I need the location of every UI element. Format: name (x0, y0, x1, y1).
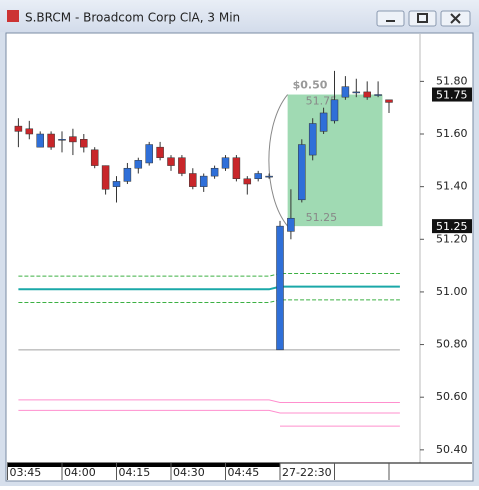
candle-body (210, 167, 219, 177)
chart-area (5, 32, 474, 482)
candle-body (341, 86, 350, 98)
candle-body (156, 146, 164, 158)
measure-arc (268, 94, 289, 227)
candle-body (90, 149, 99, 166)
candle-body (363, 91, 371, 98)
icon (450, 13, 461, 24)
icon (417, 13, 428, 23)
measure-high-label: 51.75 (306, 95, 338, 108)
candle-body (352, 91, 361, 94)
candle-body (319, 112, 328, 132)
candle-body (112, 181, 121, 187)
candle-body (145, 144, 153, 164)
candle-body (265, 175, 273, 178)
x-tick-label: 03:45 (10, 466, 42, 479)
measure-label: $0.50 (293, 79, 328, 92)
candle-body (276, 225, 284, 351)
x-tick-label: 04:15 (119, 466, 151, 479)
candle-body (189, 173, 197, 187)
candle-body (14, 125, 23, 132)
candle-body (25, 128, 34, 135)
y-tick-label: 50.40 (436, 443, 468, 456)
candle-body (374, 94, 382, 96)
candle-body (385, 99, 393, 103)
window-title: S.BRCM - Broadcom Corp ClA, 3 Min (25, 11, 240, 25)
x-tick-label: 04:00 (64, 466, 96, 479)
candle-body (232, 157, 241, 180)
candle-body (308, 123, 317, 156)
minimize-button[interactable] (376, 10, 405, 27)
y-tick-label: 51.00 (436, 285, 468, 298)
y-tick-label: 51.80 (436, 74, 468, 87)
x-tick-label: 27-22:30 (282, 466, 332, 479)
x-tick-label: 04:30 (173, 466, 205, 479)
candle-body (36, 133, 44, 148)
indicator-line (18, 399, 400, 403)
candle-body (69, 136, 77, 143)
x-tick-label: 04:45 (228, 466, 260, 479)
y-tick-label: 51.40 (436, 180, 468, 193)
candle-body (287, 217, 295, 232)
candle-body (330, 99, 339, 122)
candle-body (221, 157, 230, 169)
measure-low-label: 51.25 (306, 211, 338, 224)
y-tick-label: 50.60 (436, 390, 468, 403)
price-tag-label: 51.25 (436, 220, 468, 233)
app-icon (7, 10, 19, 22)
price-tag (432, 219, 472, 234)
candle-body (123, 167, 132, 182)
price-tag-label: 51.75 (436, 89, 468, 102)
candle-body (47, 133, 55, 148)
price-tag (432, 87, 472, 102)
indicator-line (18, 273, 400, 277)
candle-body (167, 157, 175, 166)
candle-body (58, 139, 66, 141)
candle-body (199, 175, 208, 187)
candle-body (134, 160, 143, 169)
indicator-line (18, 409, 400, 414)
indicator-line (18, 299, 400, 303)
candle-body (298, 144, 306, 201)
candle-body (254, 173, 262, 180)
y-tick-label: 51.20 (436, 232, 468, 245)
maximize-button[interactable] (408, 10, 437, 27)
y-tick-label: 50.80 (436, 338, 468, 351)
indicator-line (18, 285, 400, 291)
candle-body (243, 178, 252, 185)
candle-body (101, 165, 110, 190)
window-buttons[interactable] (376, 10, 471, 27)
y-tick-label: 51.60 (436, 127, 468, 140)
session-bar (7, 463, 280, 467)
candle-body (80, 139, 88, 148)
candle-body (178, 157, 186, 174)
